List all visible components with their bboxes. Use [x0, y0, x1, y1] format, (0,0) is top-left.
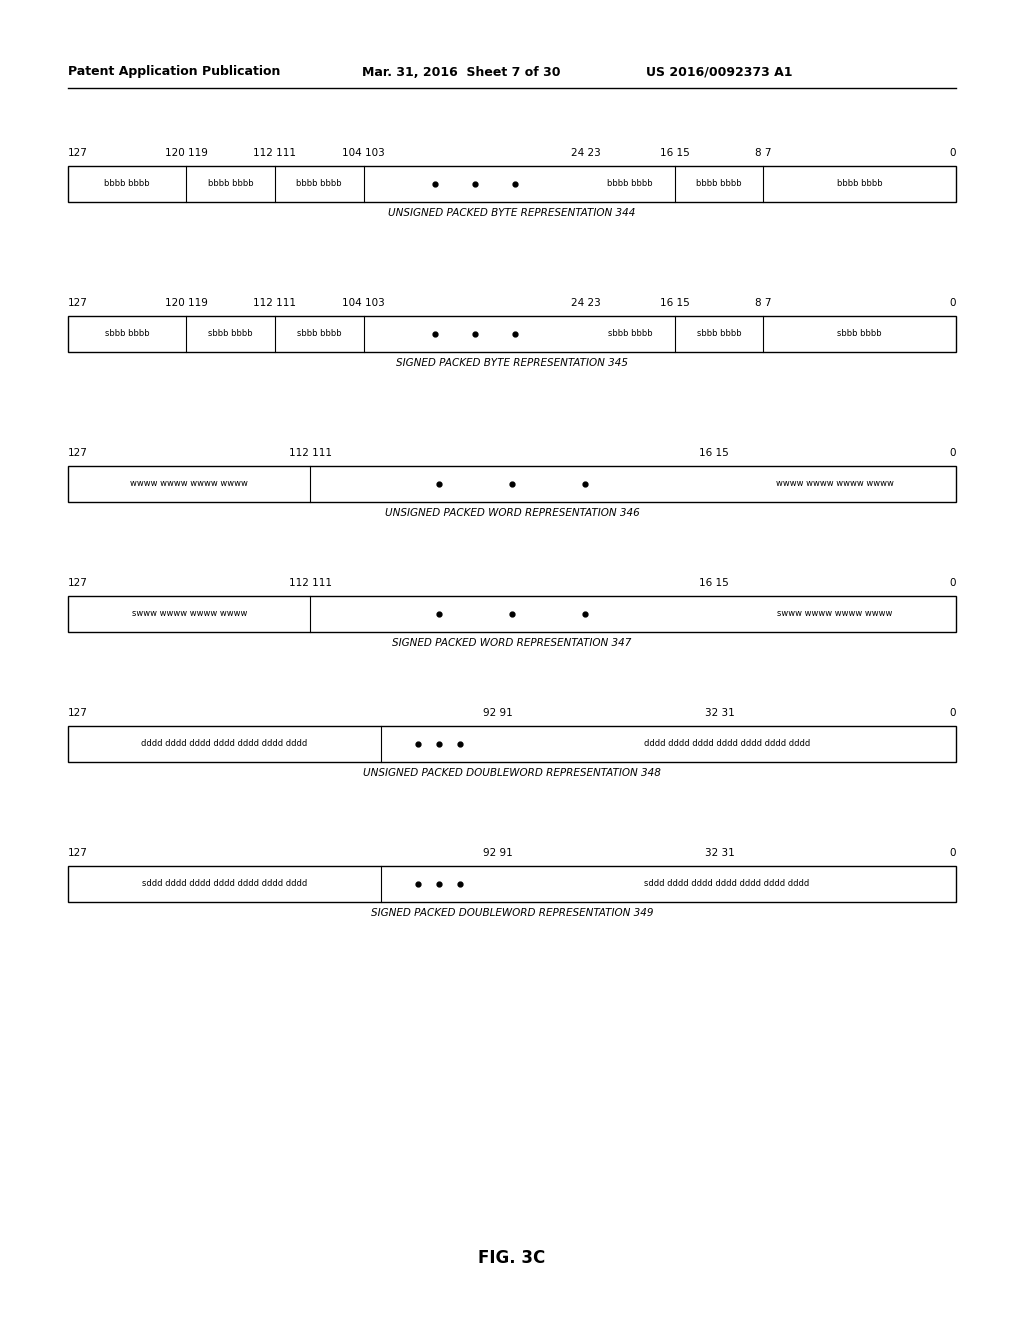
Text: 0: 0	[949, 708, 956, 718]
Text: 8 7: 8 7	[755, 298, 771, 308]
Text: 112 111: 112 111	[289, 578, 332, 587]
Text: bbbb bbbb: bbbb bbbb	[297, 180, 342, 189]
Text: sbbb bbbb: sbbb bbbb	[297, 330, 342, 338]
Text: 104 103: 104 103	[342, 148, 385, 158]
Text: 24 23: 24 23	[570, 298, 601, 308]
Text: bbbb bbbb: bbbb bbbb	[104, 180, 150, 189]
Text: Mar. 31, 2016  Sheet 7 of 30: Mar. 31, 2016 Sheet 7 of 30	[362, 66, 560, 78]
Text: bbbb bbbb: bbbb bbbb	[696, 180, 741, 189]
Bar	[68, 166, 956, 202]
Text: bbbb bbbb: bbbb bbbb	[208, 180, 253, 189]
Text: wwww wwww wwww wwww: wwww wwww wwww wwww	[776, 479, 894, 488]
Text: UNSIGNED PACKED BYTE REPRESENTATION 344: UNSIGNED PACKED BYTE REPRESENTATION 344	[388, 209, 636, 218]
Text: 32 31: 32 31	[705, 708, 734, 718]
Text: sddd dddd dddd dddd dddd dddd dddd: sddd dddd dddd dddd dddd dddd dddd	[644, 879, 810, 888]
Text: 16 15: 16 15	[698, 578, 728, 587]
Text: 104 103: 104 103	[342, 298, 385, 308]
Text: sbbb bbbb: sbbb bbbb	[208, 330, 253, 338]
Text: sbbb bbbb: sbbb bbbb	[104, 330, 150, 338]
Text: 32 31: 32 31	[705, 847, 734, 858]
Text: 112 111: 112 111	[289, 447, 332, 458]
Bar	[68, 726, 956, 762]
Text: UNSIGNED PACKED DOUBLEWORD REPRESENTATION 348: UNSIGNED PACKED DOUBLEWORD REPRESENTATIO…	[364, 768, 660, 777]
Text: 0: 0	[949, 578, 956, 587]
Text: dddd dddd dddd dddd dddd dddd dddd: dddd dddd dddd dddd dddd dddd dddd	[644, 739, 810, 748]
Text: swww wwww wwww wwww: swww wwww wwww wwww	[131, 610, 247, 619]
Text: sbbb bbbb: sbbb bbbb	[838, 330, 882, 338]
Text: 112 111: 112 111	[253, 298, 296, 308]
Text: 120 119: 120 119	[165, 298, 208, 308]
Text: SIGNED PACKED WORD REPRESENTATION 347: SIGNED PACKED WORD REPRESENTATION 347	[392, 638, 632, 648]
Text: 127: 127	[68, 847, 88, 858]
Text: 0: 0	[949, 298, 956, 308]
Text: dddd dddd dddd dddd dddd dddd dddd: dddd dddd dddd dddd dddd dddd dddd	[141, 739, 307, 748]
Text: 112 111: 112 111	[253, 148, 296, 158]
Text: 8 7: 8 7	[755, 148, 771, 158]
Text: 127: 127	[68, 447, 88, 458]
Text: 120 119: 120 119	[165, 148, 208, 158]
Text: sbbb bbbb: sbbb bbbb	[608, 330, 652, 338]
Bar	[68, 866, 956, 902]
Text: US 2016/0092373 A1: US 2016/0092373 A1	[646, 66, 793, 78]
Text: 16 15: 16 15	[659, 298, 689, 308]
Text: SIGNED PACKED BYTE REPRESENTATION 345: SIGNED PACKED BYTE REPRESENTATION 345	[396, 358, 628, 368]
Text: 0: 0	[949, 148, 956, 158]
Text: 0: 0	[949, 847, 956, 858]
Text: UNSIGNED PACKED WORD REPRESENTATION 346: UNSIGNED PACKED WORD REPRESENTATION 346	[385, 508, 639, 517]
Text: 127: 127	[68, 298, 88, 308]
Bar	[68, 315, 956, 352]
Text: bbbb bbbb: bbbb bbbb	[837, 180, 883, 189]
Text: wwww wwww wwww wwww: wwww wwww wwww wwww	[130, 479, 248, 488]
Text: 16 15: 16 15	[659, 148, 689, 158]
Text: Patent Application Publication: Patent Application Publication	[68, 66, 281, 78]
Text: 0: 0	[949, 447, 956, 458]
Text: swww wwww wwww wwww: swww wwww wwww wwww	[777, 610, 893, 619]
Bar	[68, 466, 956, 502]
Text: 127: 127	[68, 148, 88, 158]
Text: FIG. 3C: FIG. 3C	[478, 1249, 546, 1267]
Text: sbbb bbbb: sbbb bbbb	[696, 330, 741, 338]
Text: 92 91: 92 91	[483, 847, 513, 858]
Text: 16 15: 16 15	[698, 447, 728, 458]
Text: 92 91: 92 91	[483, 708, 513, 718]
Text: sddd dddd dddd dddd dddd dddd dddd: sddd dddd dddd dddd dddd dddd dddd	[141, 879, 307, 888]
Text: 127: 127	[68, 578, 88, 587]
Text: SIGNED PACKED DOUBLEWORD REPRESENTATION 349: SIGNED PACKED DOUBLEWORD REPRESENTATION …	[371, 908, 653, 917]
Text: 127: 127	[68, 708, 88, 718]
Text: 24 23: 24 23	[570, 148, 601, 158]
Text: bbbb bbbb: bbbb bbbb	[607, 180, 653, 189]
Bar	[68, 597, 956, 632]
